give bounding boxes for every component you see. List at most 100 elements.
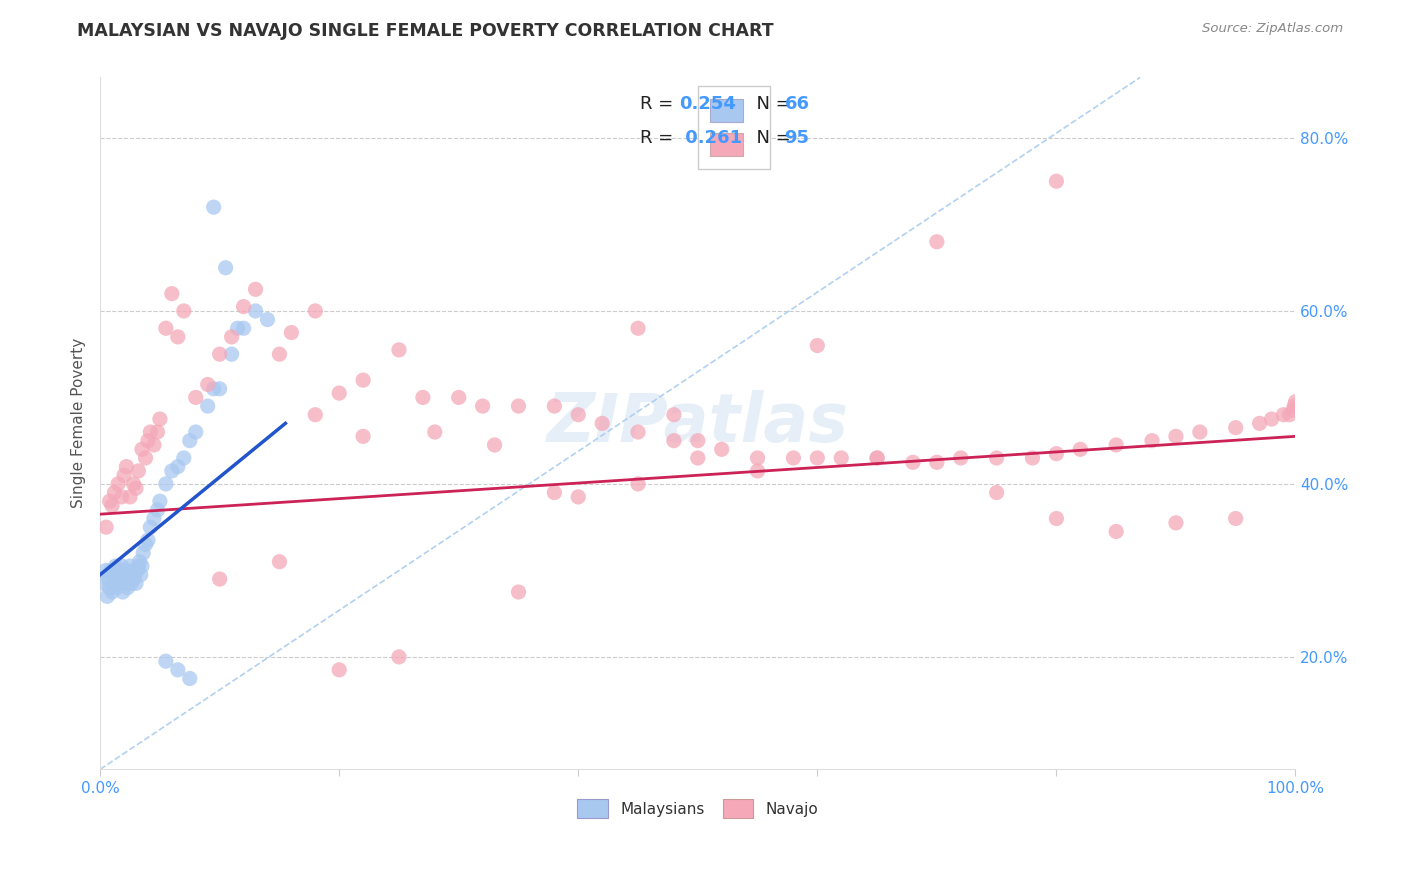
Point bbox=[388, 649, 411, 664]
Point bbox=[352, 373, 374, 387]
Point bbox=[101, 567, 124, 582]
Point bbox=[232, 300, 254, 314]
Point bbox=[986, 485, 1008, 500]
Point bbox=[208, 347, 231, 361]
Point bbox=[184, 391, 207, 405]
Point bbox=[124, 567, 146, 582]
Point bbox=[111, 585, 134, 599]
Point bbox=[543, 399, 565, 413]
Point bbox=[149, 494, 172, 508]
Point bbox=[131, 559, 153, 574]
Point bbox=[1105, 438, 1128, 452]
Point bbox=[1260, 412, 1282, 426]
Point bbox=[710, 442, 733, 457]
Point bbox=[94, 520, 117, 534]
Point bbox=[269, 555, 291, 569]
Point bbox=[136, 434, 159, 448]
Point bbox=[388, 343, 411, 357]
Point bbox=[986, 450, 1008, 465]
Point bbox=[202, 200, 225, 214]
Point bbox=[136, 533, 159, 548]
Point bbox=[155, 321, 177, 335]
Text: 66: 66 bbox=[785, 95, 810, 113]
Point bbox=[139, 520, 162, 534]
Point bbox=[97, 572, 120, 586]
Point bbox=[110, 576, 132, 591]
Point bbox=[146, 425, 169, 439]
Point bbox=[166, 663, 188, 677]
Point bbox=[166, 330, 188, 344]
Point bbox=[208, 572, 231, 586]
Point bbox=[232, 321, 254, 335]
Point bbox=[125, 576, 148, 591]
Point bbox=[627, 425, 650, 439]
Point bbox=[925, 455, 948, 469]
Point bbox=[184, 425, 207, 439]
Point bbox=[1188, 425, 1211, 439]
Point bbox=[245, 282, 267, 296]
Point bbox=[105, 581, 128, 595]
Point bbox=[122, 563, 145, 577]
Point bbox=[101, 585, 124, 599]
Point bbox=[179, 434, 201, 448]
Point bbox=[98, 494, 121, 508]
Point bbox=[121, 567, 143, 582]
Text: 0.254: 0.254 bbox=[679, 95, 735, 113]
Point bbox=[508, 399, 530, 413]
Point bbox=[142, 511, 165, 525]
Point bbox=[104, 559, 127, 574]
Point bbox=[139, 425, 162, 439]
Y-axis label: Single Female Poverty: Single Female Poverty bbox=[72, 338, 86, 508]
Point bbox=[127, 464, 149, 478]
Point bbox=[1164, 516, 1187, 530]
Point bbox=[866, 450, 889, 465]
Point bbox=[543, 485, 565, 500]
Point bbox=[173, 304, 195, 318]
Text: N =: N = bbox=[745, 129, 797, 147]
Point bbox=[127, 563, 149, 577]
Point bbox=[115, 567, 138, 582]
Point bbox=[103, 572, 125, 586]
Point bbox=[166, 459, 188, 474]
Point bbox=[1282, 403, 1305, 417]
Point bbox=[107, 476, 129, 491]
Point bbox=[108, 563, 131, 577]
Point bbox=[508, 585, 530, 599]
Point bbox=[412, 391, 434, 405]
Point bbox=[111, 559, 134, 574]
Point bbox=[103, 576, 125, 591]
Point bbox=[101, 499, 124, 513]
Point bbox=[118, 559, 141, 574]
Text: N =: N = bbox=[745, 95, 797, 113]
Point bbox=[122, 476, 145, 491]
Point bbox=[149, 412, 172, 426]
Point bbox=[115, 576, 138, 591]
Point bbox=[197, 377, 219, 392]
Point bbox=[304, 304, 326, 318]
Point bbox=[114, 563, 136, 577]
Point bbox=[221, 347, 243, 361]
Point bbox=[214, 260, 236, 275]
Point bbox=[1045, 447, 1067, 461]
Point bbox=[142, 438, 165, 452]
Point bbox=[118, 490, 141, 504]
Text: MALAYSIAN VS NAVAJO SINGLE FEMALE POVERTY CORRELATION CHART: MALAYSIAN VS NAVAJO SINGLE FEMALE POVERT… bbox=[77, 22, 773, 40]
Legend: Malaysians, Navajo: Malaysians, Navajo bbox=[571, 793, 824, 824]
Point bbox=[122, 572, 145, 586]
Point bbox=[1140, 434, 1163, 448]
Text: R =: R = bbox=[640, 129, 679, 147]
Point bbox=[830, 450, 852, 465]
Point bbox=[471, 399, 494, 413]
Point bbox=[221, 330, 243, 344]
Point bbox=[1164, 429, 1187, 443]
Point bbox=[202, 382, 225, 396]
Point bbox=[112, 567, 135, 582]
Point bbox=[806, 450, 828, 465]
Point bbox=[423, 425, 446, 439]
Point bbox=[107, 576, 129, 591]
Point bbox=[949, 450, 972, 465]
Point bbox=[901, 455, 924, 469]
Point bbox=[115, 459, 138, 474]
Point bbox=[112, 468, 135, 483]
Point bbox=[128, 555, 150, 569]
